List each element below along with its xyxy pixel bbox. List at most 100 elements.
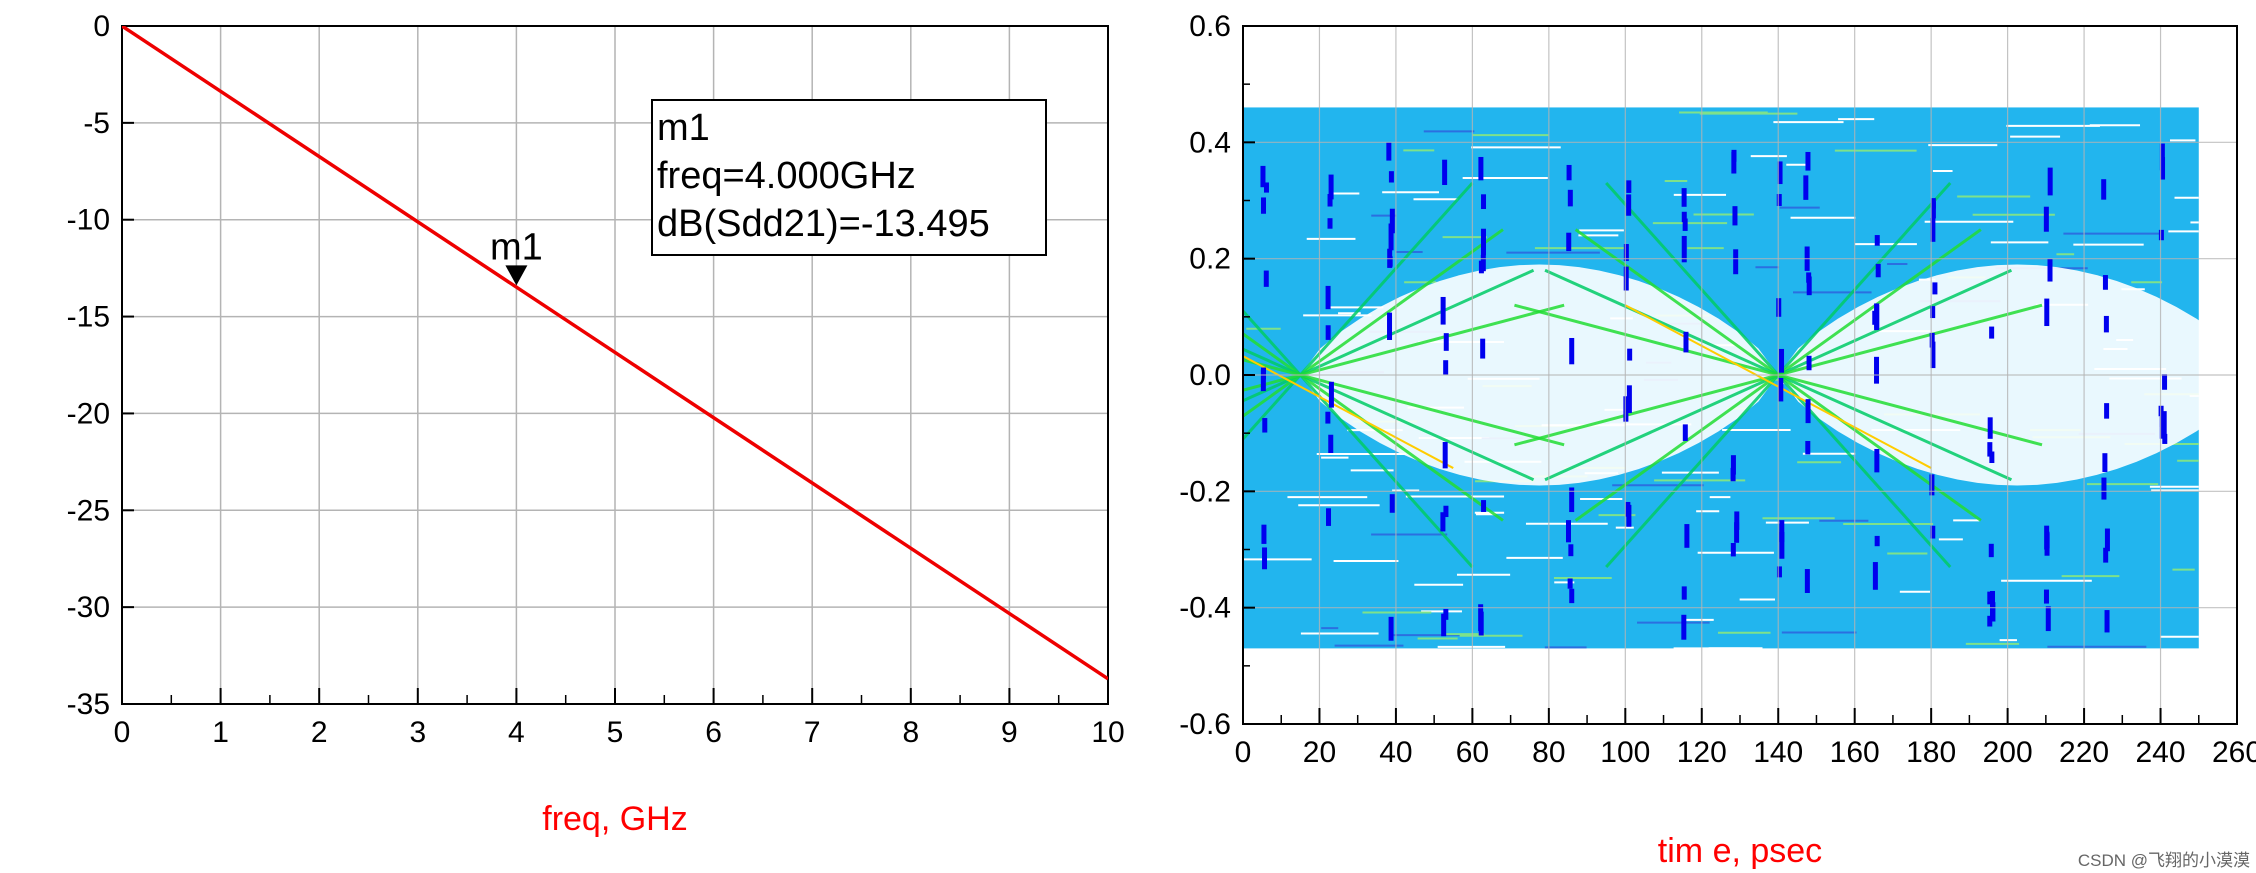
eye-dense-cluster xyxy=(1776,566,1782,578)
eye-dense-cluster xyxy=(1325,325,1331,340)
eye-dense-cluster xyxy=(1806,355,1812,371)
eye-dense-cluster xyxy=(1566,164,1572,181)
eye-hot-trace xyxy=(1243,354,1454,469)
chart2-x-tick-label: 160 xyxy=(1830,736,1880,769)
eye-dense-cluster xyxy=(1805,440,1811,455)
eye-dense-cluster xyxy=(1874,303,1880,331)
eye-dense-cluster xyxy=(1325,285,1331,310)
chart2-x-tick-label: 100 xyxy=(1600,736,1650,769)
eye-dense-cluster xyxy=(1443,333,1449,351)
eye-dense-cluster xyxy=(1805,399,1811,424)
eye-dense-cluster xyxy=(1987,417,1993,439)
eye-dense-cluster xyxy=(1929,332,1935,348)
eye-dense-cluster xyxy=(1440,296,1446,325)
eye-dense-cluster xyxy=(1442,159,1448,185)
chart1-plot-frame xyxy=(121,25,1109,705)
eye-dense-cluster xyxy=(2104,528,2110,552)
eye-dense-cluster xyxy=(2162,374,2168,390)
marker-label-m1: m1 xyxy=(490,226,543,268)
eye-dense-cluster xyxy=(2159,143,2165,171)
eye-dense-cluster xyxy=(1875,263,1881,278)
eye-dense-cluster xyxy=(2104,610,2110,633)
eye-dense-cluster xyxy=(1569,337,1575,365)
eye-dense-cluster xyxy=(2102,453,2108,472)
chart2-x-tick-label: 0 xyxy=(1235,736,1252,769)
eye-dense-cluster xyxy=(1681,188,1687,207)
eye-dense-cluster xyxy=(2104,403,2110,419)
eye-dense-cluster xyxy=(2044,298,2050,327)
chart-eye-diagram: 0 20 40 60 80 100 120 140 160 180 200 220 240 260 0.6… xyxy=(1179,10,2256,870)
eye-dense-cluster xyxy=(1806,276,1812,296)
chart1-x-tick-label: 2 xyxy=(311,716,328,749)
eye-dense-cluster xyxy=(1626,385,1632,413)
eye-dense-cluster xyxy=(1387,312,1393,340)
marker-triangle-m1 xyxy=(505,265,528,286)
eye-dense-cluster xyxy=(1987,615,1993,627)
eye-dense-cluster xyxy=(1626,504,1632,527)
chart2-x-tick-label: 60 xyxy=(1456,736,1489,769)
eye-dense-cluster xyxy=(1326,508,1332,526)
eye-dense-cluster xyxy=(1732,206,1738,226)
eye-dense-cluster xyxy=(2047,167,2053,196)
eye-dense-cluster xyxy=(1260,369,1266,392)
eye-dense-cluster xyxy=(1733,249,1739,275)
eye-dense-cluster xyxy=(1626,180,1632,193)
marker-readout-line-2: freq=4.000GHz xyxy=(657,155,916,197)
eye-dense-cluster xyxy=(1684,524,1690,548)
eye-dense-cluster xyxy=(1443,505,1449,518)
eye-dense-cluster xyxy=(1328,174,1334,200)
eye-dense-cluster xyxy=(1627,348,1633,361)
chart1-x-tick-label: 10 xyxy=(1091,716,1124,749)
chart1-y-tick-label: -20 xyxy=(67,397,110,430)
chart1-x-tick-labels: 0 1 2 3 4 5 6 7 8 9 10 xyxy=(114,716,1125,749)
eye-dense-cluster xyxy=(2103,315,2109,333)
chart1-y-tick-labels: 0 -5 -10 -15 -20 -25 -30 -35 xyxy=(67,10,110,721)
eye-dense-cluster xyxy=(1325,411,1331,424)
chart1-y-tick-label: -30 xyxy=(67,591,110,624)
eye-dense-cluster xyxy=(1731,151,1737,174)
chart2-x-tick-label: 140 xyxy=(1753,736,1803,769)
chart1-tick-marks xyxy=(121,25,1109,705)
eye-dense-cluster xyxy=(1442,442,1448,469)
eye-dense-cluster xyxy=(1478,156,1484,181)
eye-dense-cluster xyxy=(2162,433,2168,444)
chart1-x-axis-title: freq, GHz xyxy=(542,800,687,838)
eye-dense-cluster xyxy=(1988,543,1994,558)
eye-dense-cluster xyxy=(2043,589,2049,604)
eye-dense-cluster xyxy=(2101,477,2107,500)
marker-readout-frame xyxy=(651,99,1047,256)
eye-dense-cluster xyxy=(1930,306,1936,319)
chart2-x-tick-label: 80 xyxy=(1532,736,1565,769)
chart2-y-tick-label: 0.2 xyxy=(1189,243,1231,276)
eye-dense-cluster xyxy=(1683,331,1689,353)
eye-dense-cluster xyxy=(1388,223,1394,251)
eye-dense-cluster xyxy=(1623,244,1629,261)
eye-dense-cluster xyxy=(1389,494,1395,513)
eye-dense-cluster xyxy=(2044,531,2050,556)
eye-dense-cluster xyxy=(1263,270,1269,287)
eye-dense-cluster xyxy=(1327,194,1333,207)
chart1-x-tick-label: 3 xyxy=(409,716,426,749)
chart2-x-axis-title: tim e, psec xyxy=(1658,832,1822,870)
eye-dense-cluster xyxy=(1874,356,1880,384)
chart2-x-tick-label: 240 xyxy=(2136,736,2186,769)
chart1-y-tick-label: 0 xyxy=(93,10,110,43)
eye-dense-cluster xyxy=(1874,448,1880,473)
chart1-y-tick-label: -35 xyxy=(67,688,110,721)
eye-dense-cluster xyxy=(1803,175,1809,200)
chart2-y-tick-labels: 0.6 0.4 0.2 0.0 -0.2 -0.4 -0.6 xyxy=(1179,10,1231,741)
eye-dense-cluster xyxy=(1389,208,1395,234)
eye-dense-cluster xyxy=(2103,547,2109,563)
chart1-y-tick-label: -10 xyxy=(67,204,110,237)
eye-dense-cluster xyxy=(1776,194,1782,206)
chart1-x-tick-label: 0 xyxy=(114,716,131,749)
eye-dense-cluster xyxy=(1989,451,1995,464)
chart2-x-tick-label: 20 xyxy=(1303,736,1336,769)
eye-dense-cluster xyxy=(2102,275,2108,290)
watermark: CSDN @飞翔的小漠漠 xyxy=(2078,851,2250,870)
eye-dense-cluster xyxy=(1262,547,1268,570)
eye-dense-cluster xyxy=(1730,467,1736,482)
eye-dense-cluster xyxy=(1734,522,1740,543)
marker-readout-line-3: dB(Sdd21)=-13.495 xyxy=(657,203,990,245)
chart1-x-tick-label: 6 xyxy=(705,716,722,749)
